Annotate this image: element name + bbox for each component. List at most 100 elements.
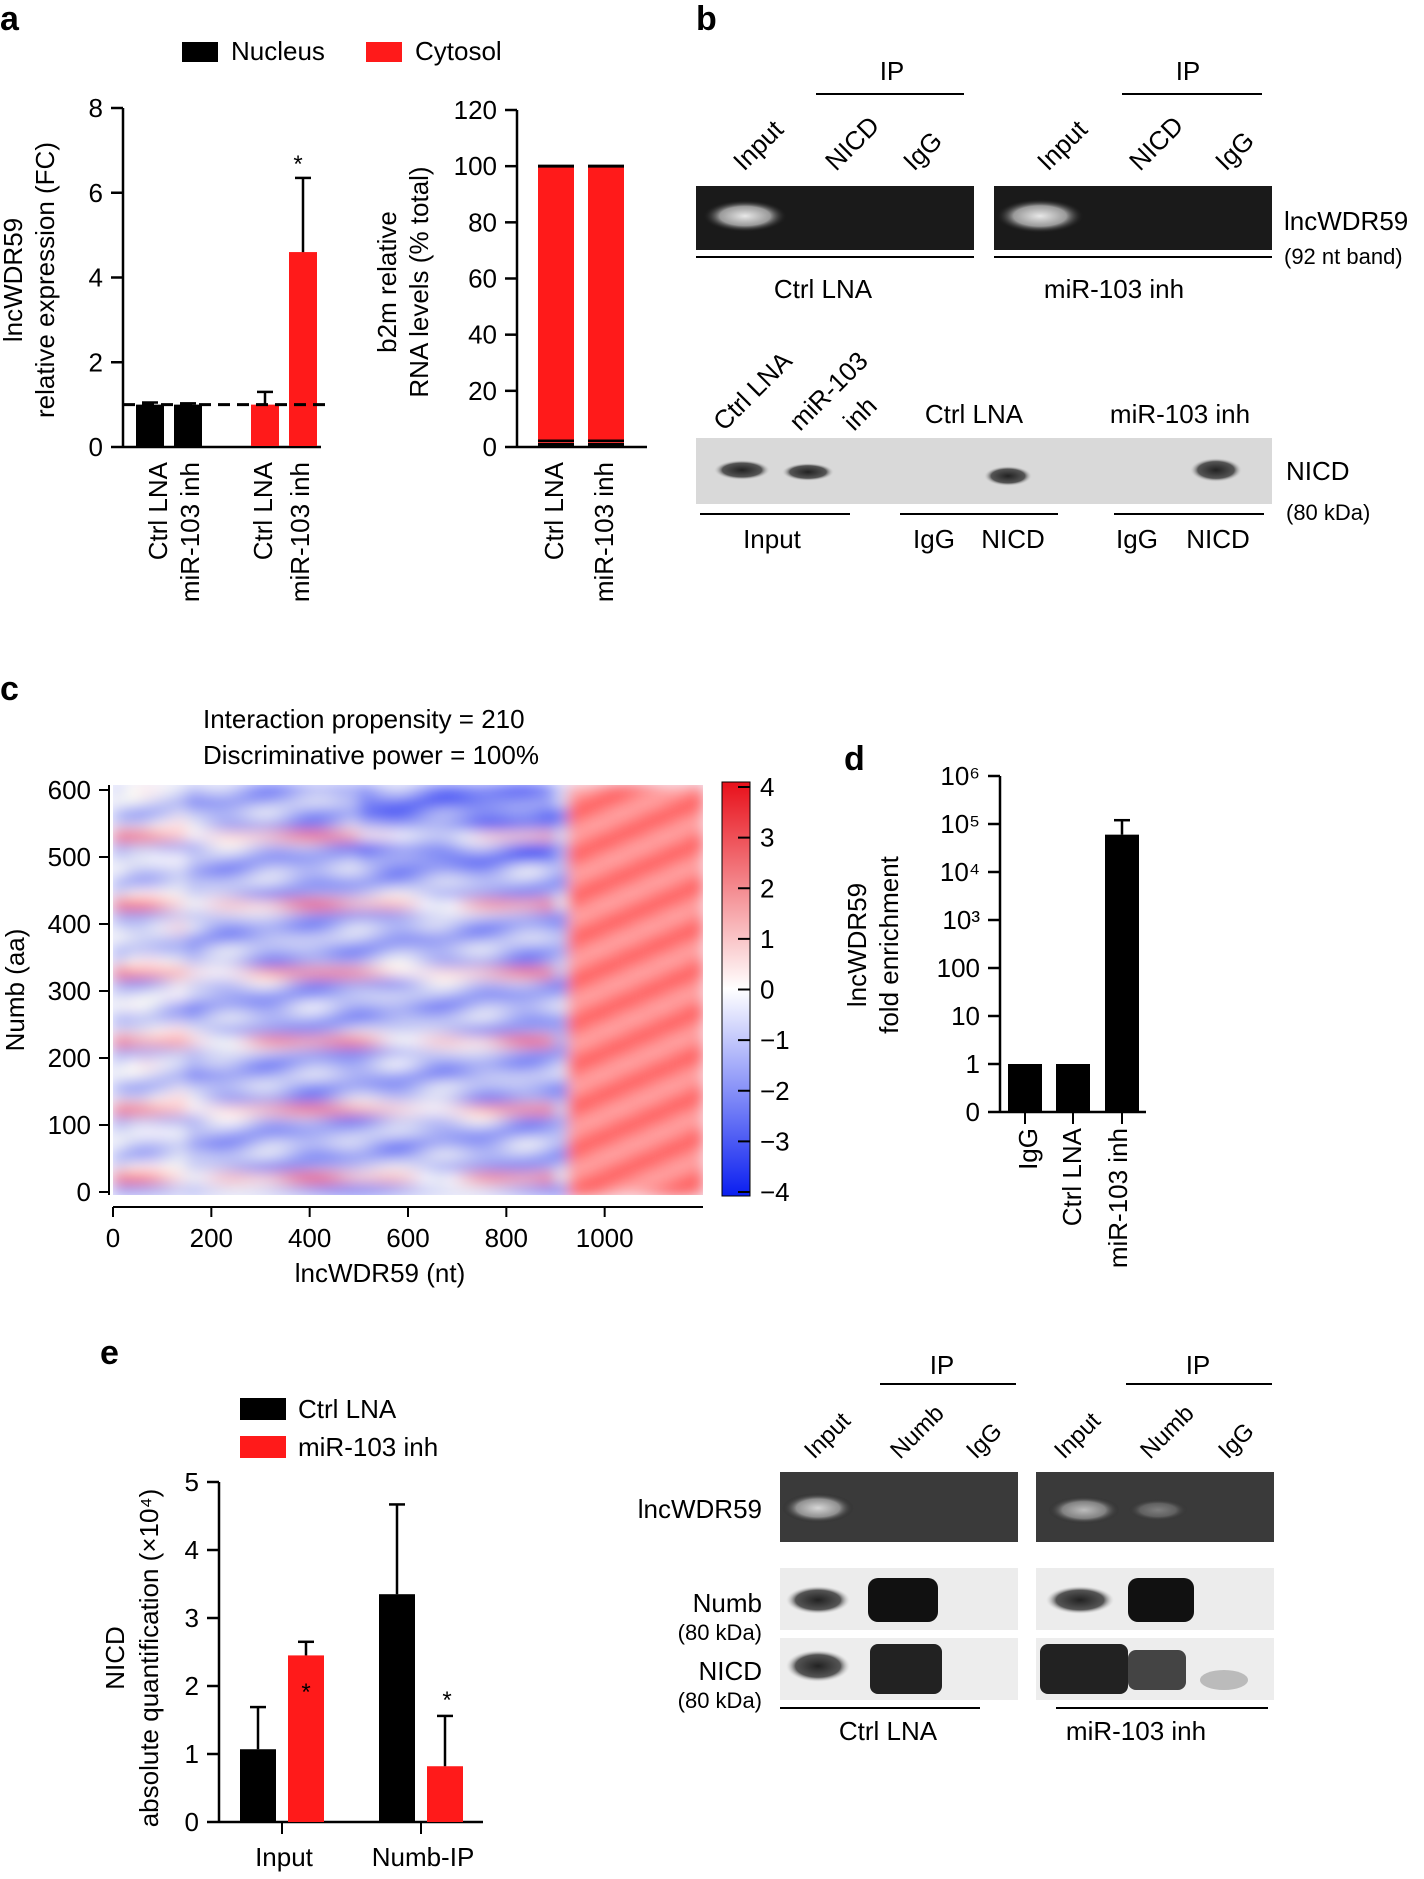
heatmap-cell xyxy=(334,910,348,923)
heatmap-cell xyxy=(272,853,287,866)
heatmap-cell xyxy=(457,841,471,855)
heatmap-cell xyxy=(543,785,557,798)
heatmap-cell xyxy=(690,944,703,957)
c-xlabel: lncWDR59 (nt) xyxy=(295,1258,465,1288)
heatmap-cell xyxy=(543,841,557,855)
heatmap-cell xyxy=(530,1069,545,1083)
heatmap-cell xyxy=(481,910,496,923)
heatmap-cell xyxy=(580,1092,594,1105)
heatmap-cell xyxy=(690,1069,703,1083)
heatmap-cell xyxy=(235,1149,250,1162)
heatmap-cell xyxy=(494,807,508,821)
heatmap-cell xyxy=(616,910,631,923)
heatmap-cell xyxy=(481,796,496,809)
heatmap-cell xyxy=(260,807,274,821)
heatmap-cell xyxy=(260,1058,274,1071)
heatmap-cell xyxy=(186,1035,201,1048)
c-xtick-label: 400 xyxy=(288,1223,331,1253)
heatmap-cell xyxy=(371,1012,385,1026)
heatmap-cell xyxy=(125,1069,139,1083)
heatmap-cell xyxy=(629,1115,643,1128)
heatmap-cell xyxy=(408,1035,422,1048)
heatmap-cell xyxy=(678,1069,692,1083)
heatmap-cell xyxy=(186,864,201,878)
heatmap-cell xyxy=(604,1035,618,1048)
heatmap-cell xyxy=(653,944,668,957)
heatmap-cell xyxy=(223,819,237,832)
heatmap-cell xyxy=(432,1012,446,1026)
heatmap-cell xyxy=(616,785,631,798)
heatmap-cell xyxy=(383,1069,397,1083)
heatmap-cell xyxy=(444,910,459,923)
heatmap-cell xyxy=(592,864,606,878)
heatmap-cell xyxy=(666,887,680,900)
heatmap-cell xyxy=(321,1138,336,1151)
c-ytick-label: 600 xyxy=(48,775,91,805)
heatmap-cell xyxy=(285,921,299,935)
heatmap-cell xyxy=(420,944,434,957)
heatmap-cell xyxy=(125,1001,139,1014)
heatmap-cell xyxy=(580,1046,594,1060)
heatmap-cell xyxy=(346,910,360,923)
heatmap-cell xyxy=(371,796,385,809)
heatmap-cell xyxy=(567,1115,582,1128)
heatmap-cell xyxy=(678,819,692,832)
heatmap-cell xyxy=(567,967,582,980)
heatmap-cell xyxy=(358,933,373,946)
panel-label-e: e xyxy=(100,1334,119,1372)
heatmap-cell xyxy=(641,807,655,821)
heatmap-cell xyxy=(162,807,176,821)
heatmap-cell xyxy=(113,785,127,798)
heatmap-cell xyxy=(518,876,532,889)
heatmap-cell xyxy=(420,967,434,980)
heatmap-cell xyxy=(432,1183,446,1195)
heatmap-cell xyxy=(408,1001,422,1014)
heatmap-cell xyxy=(395,1024,409,1037)
panel-label-c: c xyxy=(0,670,19,708)
heatmap-cell xyxy=(432,830,446,843)
heatmap-cell xyxy=(174,990,188,1003)
heatmap-cell xyxy=(678,990,692,1003)
heatmap-cell xyxy=(211,1069,225,1083)
heatmap-cell xyxy=(543,864,557,878)
heatmap-cell xyxy=(223,990,237,1003)
heatmap-cell xyxy=(518,1046,532,1060)
heatmap-cell xyxy=(211,1160,225,1174)
heatmap-cell xyxy=(285,1046,299,1060)
heatmap-cell xyxy=(137,1115,151,1128)
heatmap-cell xyxy=(272,1172,287,1185)
heatmap-cell xyxy=(125,978,139,991)
heatmap-cell xyxy=(162,1081,176,1094)
heatmap-cell xyxy=(125,1138,139,1151)
d-bar xyxy=(1008,1064,1042,1112)
heatmap-cell xyxy=(604,921,618,935)
heatmap-cell xyxy=(174,978,188,991)
heatmap-cell xyxy=(530,1160,545,1174)
b-band-mir xyxy=(996,199,1084,233)
heatmap-cell xyxy=(199,819,213,832)
heatmap-cell xyxy=(678,1046,692,1060)
heatmap-cell xyxy=(395,1103,409,1117)
heatmap-cell xyxy=(543,830,557,843)
heatmap-cell xyxy=(469,955,483,969)
heatmap-cell xyxy=(555,1172,569,1185)
heatmap-cell xyxy=(223,785,237,798)
heatmap-cell xyxy=(641,933,655,946)
heatmap-cell xyxy=(432,921,446,935)
heatmap-cell xyxy=(223,910,237,923)
heatmap-cell xyxy=(408,841,422,855)
heatmap-cell xyxy=(592,1115,606,1128)
heatmap-cell xyxy=(653,1160,668,1174)
heatmap-cell xyxy=(530,796,545,809)
heatmap-cell xyxy=(432,807,446,821)
heatmap-cell xyxy=(162,910,176,923)
heatmap-cell xyxy=(321,1058,336,1071)
heatmap-cell xyxy=(481,1103,496,1117)
heatmap-cell xyxy=(616,1046,631,1060)
d-bar xyxy=(1105,834,1139,1112)
heatmap-cell xyxy=(395,1069,409,1083)
heatmap-cell xyxy=(260,1035,274,1048)
heatmap-cell xyxy=(113,1160,127,1174)
heatmap-cell xyxy=(457,1046,471,1060)
heatmap-cell xyxy=(420,910,434,923)
